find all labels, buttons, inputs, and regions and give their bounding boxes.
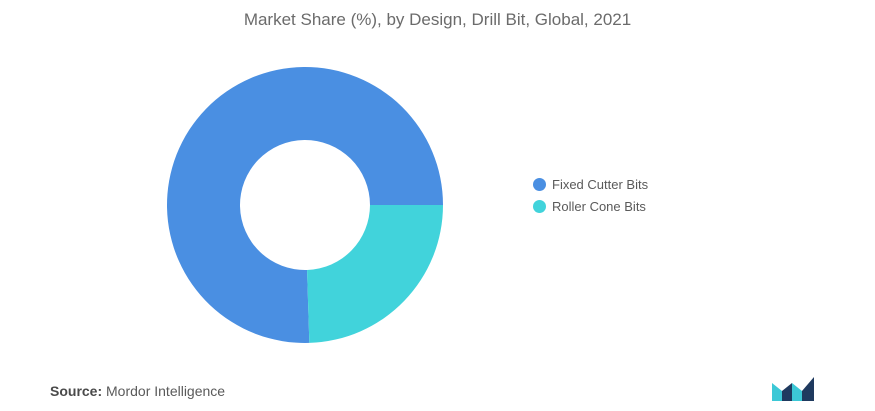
legend: Fixed Cutter Bits Roller Cone Bits xyxy=(533,173,648,217)
legend-label: Roller Cone Bits xyxy=(552,198,646,214)
legend-item-roller-cone-bits: Roller Cone Bits xyxy=(533,195,648,217)
slice-roller-cone-bits xyxy=(307,205,443,343)
slice-fixed-cutter-bits xyxy=(167,67,443,344)
legend-item-fixed-cutter-bits: Fixed Cutter Bits xyxy=(533,173,648,195)
logo-left-shape xyxy=(772,383,782,401)
logo-center-shape xyxy=(792,383,802,401)
logo-middle-shape xyxy=(782,383,792,401)
legend-swatch-roller-cone-bits xyxy=(533,199,546,213)
source-prefix: Source: xyxy=(50,383,103,399)
logo-right-shape xyxy=(802,377,814,401)
mordor-intelligence-logo xyxy=(772,377,814,401)
legend-swatch-fixed-cutter-bits xyxy=(533,177,546,191)
legend-label: Fixed Cutter Bits xyxy=(552,176,649,192)
source-note: Source: Mordor Intelligence xyxy=(50,383,225,399)
source-text: Mordor Intelligence xyxy=(106,383,226,399)
donut-chart xyxy=(167,67,443,344)
chart-title: Market Share (%), by Design, Drill Bit, … xyxy=(243,10,632,29)
